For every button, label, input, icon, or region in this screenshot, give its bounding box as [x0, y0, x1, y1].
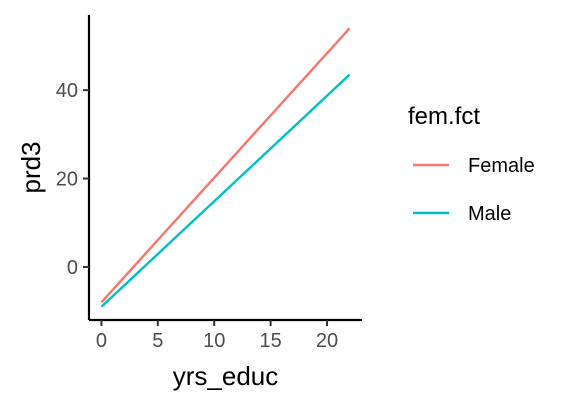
legend-label-female: Female [468, 155, 535, 177]
x-tick-label: 15 [259, 330, 281, 352]
x-tick-label: 5 [152, 330, 163, 352]
x-axis-title: yrs_educ [173, 361, 279, 391]
y-axis-title: prd3 [16, 141, 46, 193]
y-axis: 0 20 40 [56, 15, 91, 320]
x-tick-label: 10 [203, 330, 225, 352]
y-tick-label: 40 [56, 80, 78, 102]
y-tick-label: 0 [67, 257, 78, 279]
y-tick-label: 20 [56, 169, 78, 191]
x-axis: 0 5 10 15 20 [89, 318, 362, 352]
legend: fem.fct Female Male [408, 103, 535, 225]
series-line-female [100, 27, 351, 304]
series-layer [100, 27, 351, 308]
legend-title: fem.fct [408, 103, 480, 130]
legend-label-male: Male [468, 203, 511, 225]
x-tick-label: 0 [96, 330, 107, 352]
x-tick-label: 20 [316, 330, 338, 352]
series-line-male [100, 73, 351, 308]
